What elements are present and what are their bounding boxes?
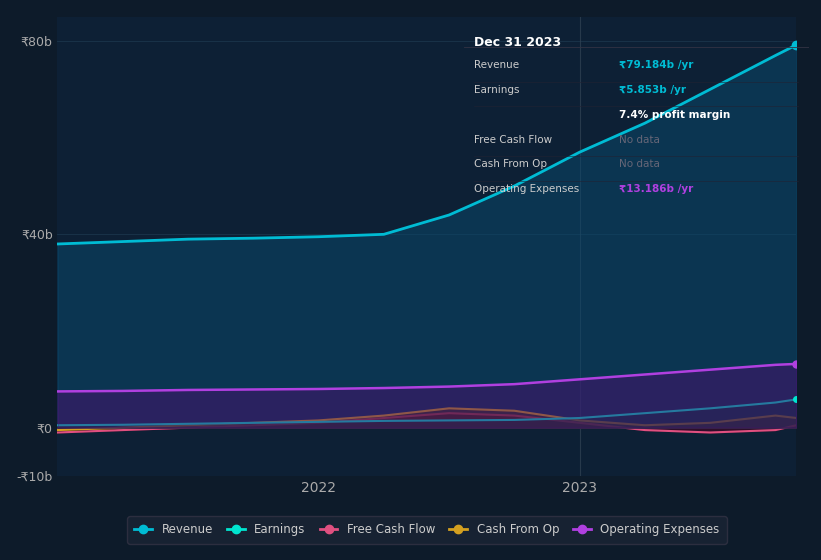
Legend: Revenue, Earnings, Free Cash Flow, Cash From Op, Operating Expenses: Revenue, Earnings, Free Cash Flow, Cash … <box>127 516 727 544</box>
Text: No data: No data <box>619 160 660 170</box>
Text: Revenue: Revenue <box>475 60 520 71</box>
Text: ₹79.184b /yr: ₹79.184b /yr <box>619 60 694 71</box>
Text: Earnings: Earnings <box>475 85 520 95</box>
Text: No data: No data <box>619 135 660 144</box>
Text: Free Cash Flow: Free Cash Flow <box>475 135 553 144</box>
Text: Cash From Op: Cash From Op <box>475 160 548 170</box>
Text: Dec 31 2023: Dec 31 2023 <box>475 36 562 49</box>
Text: Operating Expenses: Operating Expenses <box>475 184 580 194</box>
Text: ₹13.186b /yr: ₹13.186b /yr <box>619 184 693 194</box>
Text: 7.4% profit margin: 7.4% profit margin <box>619 110 731 120</box>
Text: ₹5.853b /yr: ₹5.853b /yr <box>619 85 686 95</box>
